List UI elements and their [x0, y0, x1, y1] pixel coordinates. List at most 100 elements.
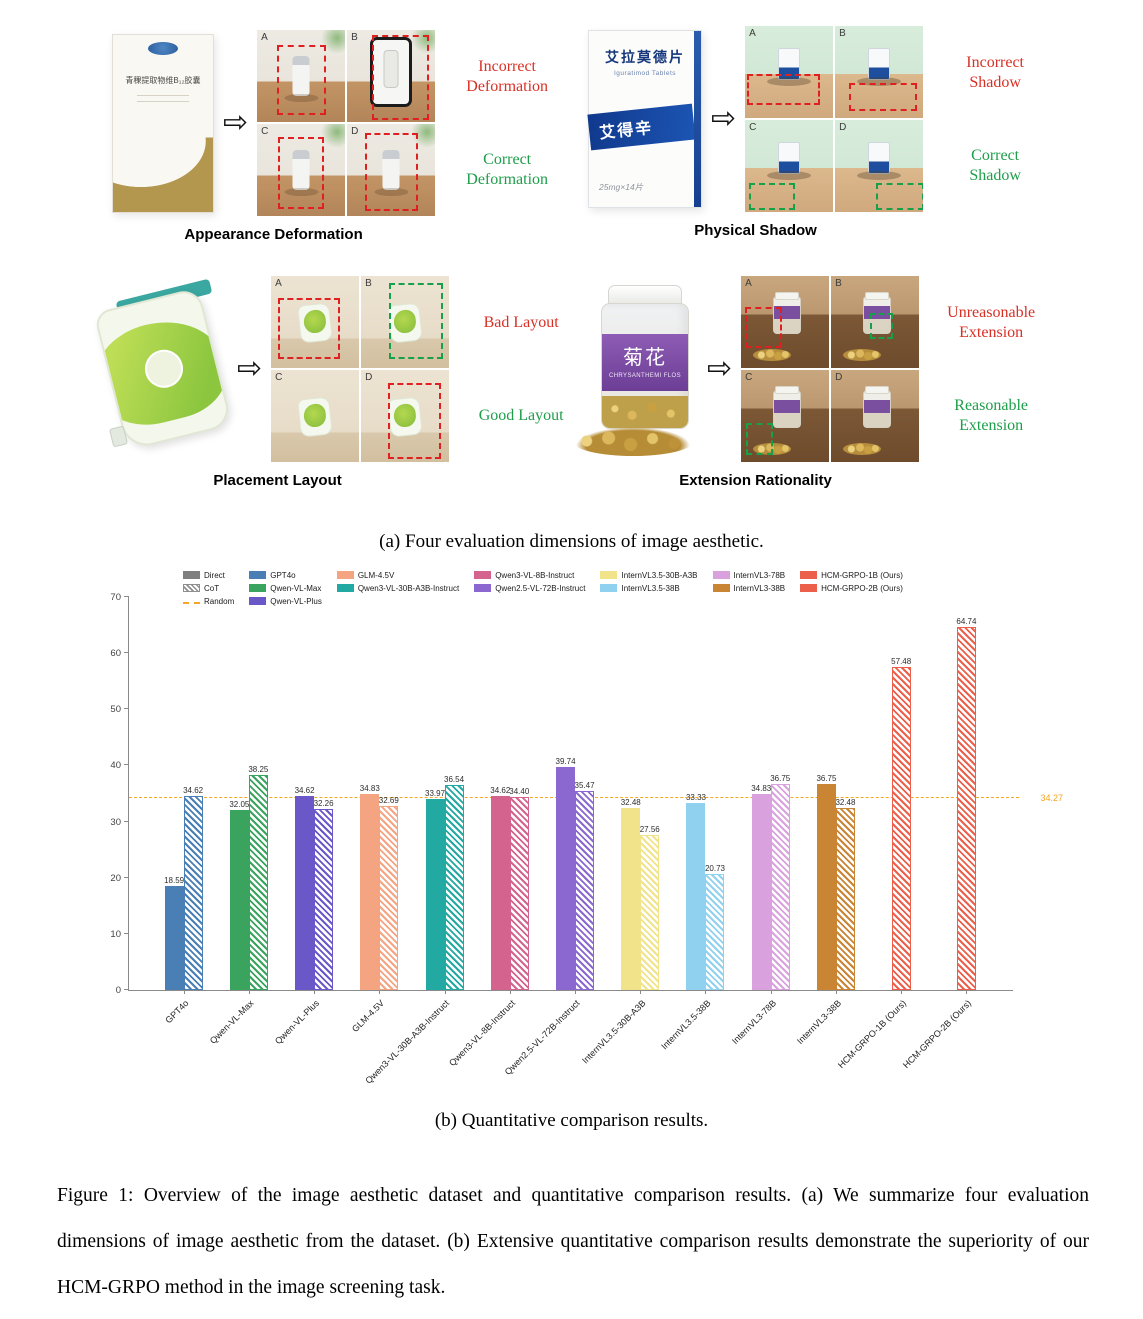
quadrant-letter: A — [749, 28, 756, 39]
bar-direct — [164, 885, 184, 990]
legend-item: Qwen3-VL-30B-A3B-Instruct — [336, 583, 459, 593]
bottle-glyph — [284, 149, 319, 196]
quadrant-letter: B — [839, 28, 846, 39]
bar-wrap: 32.48 — [620, 797, 641, 990]
figure-caption: Figure 1: Overview of the image aestheti… — [57, 1185, 1089, 1298]
annotation-box — [744, 307, 783, 349]
annotation-label-line: Unreasonable — [947, 303, 1036, 321]
quadrant-letter: C — [745, 372, 753, 383]
bar-direct — [490, 795, 510, 990]
bar-value-label: 39.74 — [555, 756, 576, 766]
y-tick-mark — [124, 876, 129, 878]
annotation-box — [389, 283, 443, 360]
bar-cot — [770, 783, 790, 990]
y-tick-mark — [124, 764, 129, 766]
quadrant-letter: D — [839, 122, 847, 133]
physical-shadow-quadrant-A: A — [745, 26, 834, 118]
legend-column: InternVL3-78B InternVL3-38B — [712, 570, 785, 606]
panel-row: ⇨ A B C D — [93, 276, 450, 462]
legend-swatch — [474, 584, 492, 592]
pouch-body — [93, 287, 233, 451]
bar-wrap: 36.75 — [816, 774, 836, 990]
legend-label: Qwen2.5-VL-72B-Instruct — [495, 583, 586, 593]
bar-value-label: 32.05 — [229, 800, 250, 810]
x-tick-mark — [575, 990, 576, 994]
placement-layout-quadrant-A: A — [271, 276, 360, 368]
legend-item: GLM-4.5V — [336, 570, 459, 580]
bar-value-label: 34.62 — [294, 785, 315, 795]
bar-wrap: 34.62 — [183, 786, 203, 990]
placement-layout-product-photo — [93, 278, 233, 451]
x-tick-mark — [379, 990, 381, 994]
jar-title: 菊花 — [623, 346, 667, 369]
bar-direct — [751, 794, 771, 990]
bar-direct — [621, 807, 641, 990]
annotation-label-line: Bad Layout — [483, 313, 559, 331]
bar-cot — [575, 790, 595, 990]
flower-pile — [843, 348, 882, 361]
extension-rationality-quadrant-A: A — [741, 276, 830, 368]
placement-layout-quadrant-C: C — [271, 370, 360, 462]
annotation-box — [748, 182, 795, 211]
panel-row: 菊花 CHRYSANTHEMI FLOS ⇨ A B C D — [572, 276, 920, 462]
jar-subtitle: CHRYSANTHEMI FLOS — [608, 372, 682, 379]
y-tick-label: 60 — [110, 648, 121, 660]
annotation-label: Unreasonable Extension — [931, 303, 1051, 343]
extension-rationality-quadrant-C: C — [741, 370, 830, 462]
bar-value-label: 38.25 — [248, 765, 269, 775]
bar-group-6: 39.74 35.47 — [542, 597, 607, 990]
quadrant-letter: C — [275, 372, 283, 383]
legend-label: Qwen3-VL-8B-Instruct — [495, 570, 575, 580]
phone-glyph — [370, 37, 413, 108]
bar-wrap: 38.25 — [248, 765, 269, 990]
bar-wrap: 33.33 — [686, 793, 706, 990]
legend-item: InternVL3.5-30B-A3B — [600, 570, 698, 580]
appearance-deformation-comparison-grid: A B C D — [257, 30, 436, 216]
x-tick-mark — [509, 990, 511, 994]
annotation-label: Bad Layout — [461, 313, 581, 333]
brand-band: 艾得辛 — [587, 103, 696, 151]
annotation-label-line: Correct — [483, 150, 532, 168]
panel-core: 菊花 CHRYSANTHEMI FLOS ⇨ A B C D Extension Ration… — [572, 276, 920, 489]
bar-wrap: 34.83 — [360, 784, 380, 990]
bar-value-label: 32.48 — [835, 797, 856, 807]
annotation-label-line: Good Layout — [478, 406, 564, 424]
jar-s-glyph — [772, 386, 801, 429]
brand-name: 艾得辛 — [598, 119, 655, 143]
bar-wrap: 36.75 — [770, 774, 790, 990]
annotation-label-line: Shadow — [969, 166, 1021, 184]
bar-wrap: 34.83 — [751, 784, 772, 990]
appearance-deformation-quadrant-B: B — [347, 30, 436, 122]
bar-group-1: 32.05 38.25 — [216, 597, 281, 990]
legend-swatch — [249, 584, 267, 592]
legend-label: InternVL3.5-30B-A3B — [621, 570, 698, 580]
annotation-labels: Bad Layout Good Layout — [461, 276, 581, 462]
legend-swatch — [600, 571, 618, 579]
bar-chart-plot: 0 10 20 30 40 50 60 70 18.59 34.62 32.05 38.25 34.62… — [110, 592, 1063, 1086]
bar-value-label: 64.74 — [956, 616, 977, 626]
legend-label: HCM-GRPO-1B (Ours) — [821, 570, 903, 580]
bar-direct — [556, 766, 576, 990]
x-tick-mark — [705, 990, 707, 994]
physical-shadow-product-photo: 艾拉莫德片 Iguratimod Tablets 艾得辛 25mg×14片 — [587, 30, 702, 208]
annotation-label-line: Deformation — [466, 77, 549, 95]
legend-swatch — [336, 571, 354, 579]
jar-contents — [602, 395, 688, 428]
bar-value-label: 36.54 — [444, 774, 465, 784]
bar-value-label: 33.97 — [425, 789, 446, 799]
bar-wrap: 32.48 — [835, 797, 856, 990]
bar-value-label: 32.48 — [620, 797, 641, 807]
legend-swatch — [712, 571, 730, 579]
physical-shadow-quadrant-D: D — [835, 120, 924, 212]
annotation-box — [278, 298, 341, 360]
annotation-label-line: Extension — [959, 416, 1024, 434]
bar-value-label: 34.83 — [751, 784, 772, 794]
annotation-label: Reasonable Extension — [931, 396, 1051, 436]
bar-cot — [248, 775, 268, 990]
bluebox-glyph — [767, 48, 812, 87]
bottle-glyph — [284, 55, 319, 102]
bar-wrap: 36.54 — [444, 774, 465, 990]
legend-label: Direct — [204, 570, 225, 580]
annotation-label: Incorrect Shadow — [935, 53, 1055, 93]
